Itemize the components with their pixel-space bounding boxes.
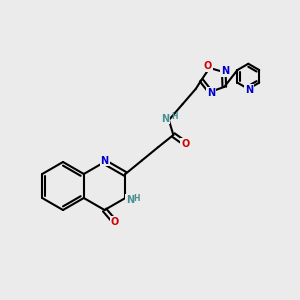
- Text: O: O: [204, 61, 212, 71]
- Text: N: N: [100, 155, 109, 166]
- Text: N: N: [207, 88, 215, 98]
- Text: N: N: [245, 85, 253, 95]
- Text: O: O: [181, 139, 190, 149]
- Text: N: N: [126, 194, 134, 205]
- Text: N: N: [161, 113, 169, 124]
- Text: O: O: [111, 217, 119, 227]
- Text: H: H: [134, 194, 140, 203]
- Text: N: N: [221, 66, 229, 76]
- Text: H: H: [171, 112, 178, 121]
